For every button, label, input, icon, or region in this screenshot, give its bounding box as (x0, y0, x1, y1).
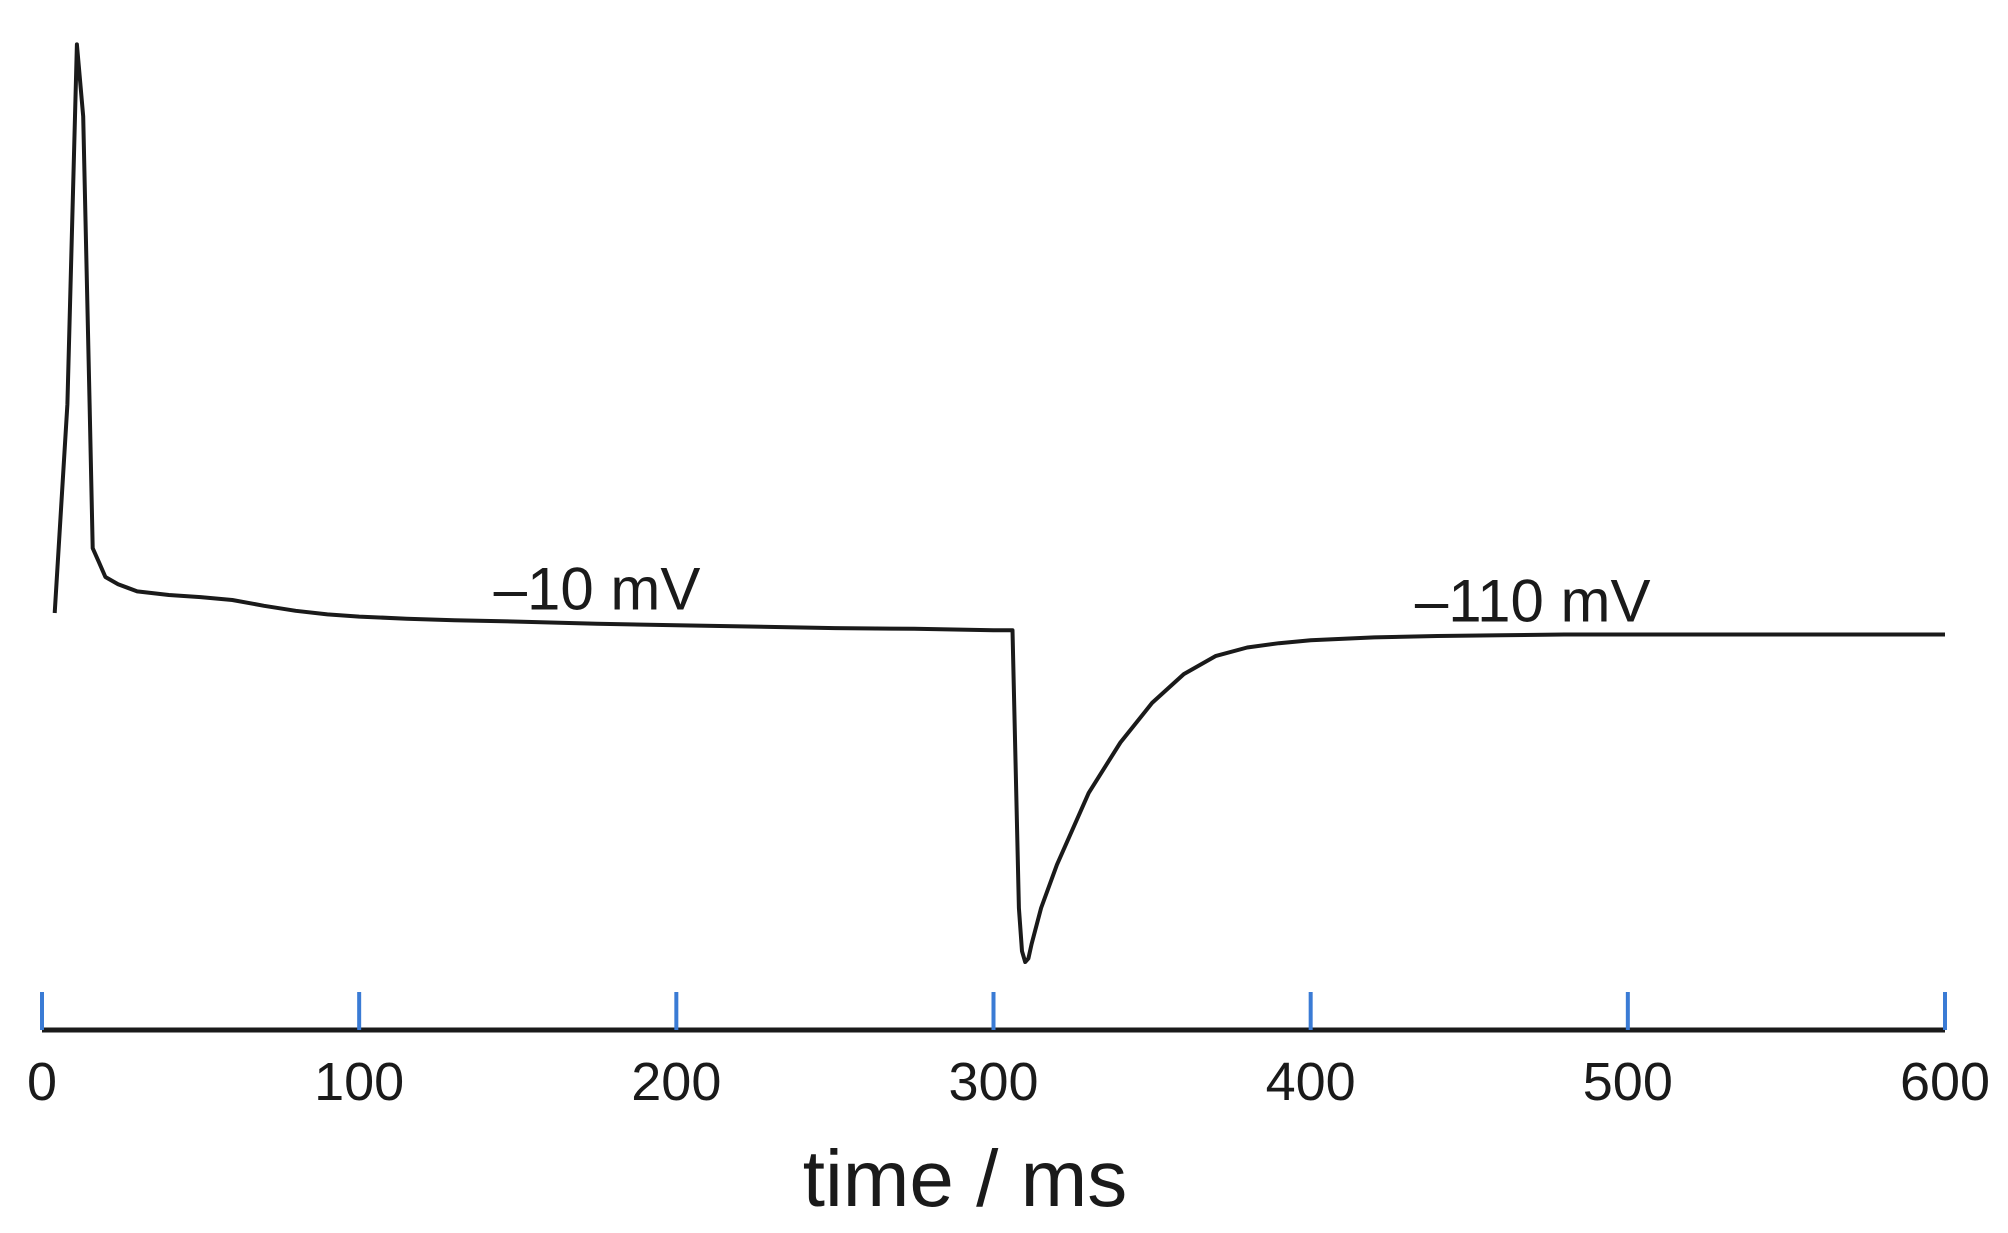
x-tick-label: 600 (1900, 1052, 1990, 1112)
series-line (52, 42, 1945, 964)
x-tick-label: 500 (1583, 1052, 1673, 1112)
x-tick-label: 100 (314, 1052, 404, 1112)
plot-area (52, 42, 1945, 964)
x-tick-label: 300 (948, 1052, 1038, 1112)
x-axis-title: time / ms (803, 1134, 1127, 1223)
annotation-label: –10 mV (494, 555, 701, 622)
x-axis: 0 100 200 300 400 500 600 (27, 992, 1990, 1112)
x-tick-label: 400 (1266, 1052, 1356, 1112)
annotation-label: –110 mV (1415, 568, 1651, 635)
x-tick-label: 0 (27, 1052, 57, 1112)
x-tick-label: 200 (631, 1052, 721, 1112)
annotations: –10 mV –110 mV (494, 555, 1651, 634)
